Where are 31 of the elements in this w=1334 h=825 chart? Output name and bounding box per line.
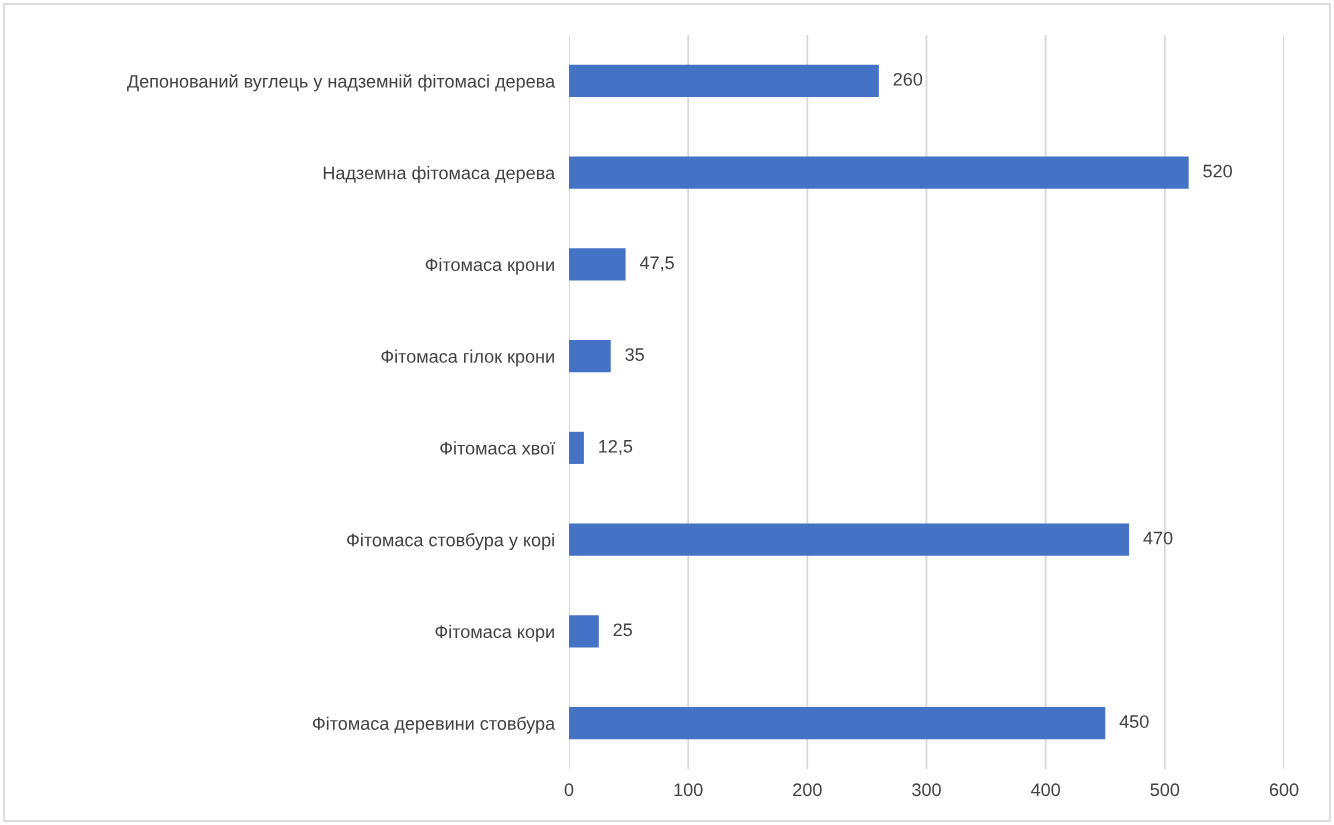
- bar: [569, 64, 879, 97]
- x-tick-label: 600: [1269, 783, 1299, 797]
- bar: [569, 707, 1106, 740]
- y-tick-label: Фітомаса кори: [435, 624, 554, 642]
- bar: [569, 340, 611, 373]
- bar: [569, 615, 599, 648]
- data-label: 470: [1143, 531, 1173, 545]
- data-label: 260: [893, 72, 923, 86]
- data-label: 520: [1203, 164, 1232, 178]
- y-tick-label: Фітомаса гілок крони: [381, 349, 554, 367]
- bar: [569, 156, 1189, 189]
- y-tick-label: Фітомаса стовбура у корі: [347, 533, 554, 550]
- data-label: 25: [613, 623, 633, 637]
- bar: [569, 523, 1130, 556]
- data-label: 35: [625, 348, 644, 361]
- bar: [569, 431, 584, 464]
- x-tick-label: 100: [674, 783, 703, 797]
- data-label: 450: [1119, 715, 1149, 728]
- y-tick-label: Фітомаса крони: [425, 257, 554, 275]
- y-tick-label: Депонований вуглець у надземній фітомасі дерева: [127, 74, 556, 92]
- y-tick-label: Фітомаса деревини стовбура: [313, 716, 556, 734]
- x-tick-label: 200: [793, 783, 822, 797]
- y-tick-label: Фітомаса хвої: [440, 441, 555, 455]
- bar: [569, 248, 626, 281]
- x-tick-label: 300: [912, 783, 941, 797]
- data-label: 47,5: [639, 256, 674, 272]
- x-tick-label: 0: [564, 783, 574, 797]
- y-tick-label: Надземна фітомаса дерева: [323, 166, 556, 183]
- x-tick-label: 500: [1150, 783, 1180, 797]
- data-label: 12,5: [599, 439, 633, 455]
- x-tick-label: 400: [1031, 783, 1061, 797]
